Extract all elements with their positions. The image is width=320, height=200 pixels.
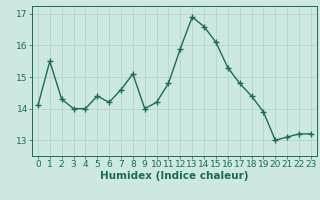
X-axis label: Humidex (Indice chaleur): Humidex (Indice chaleur)	[100, 171, 249, 181]
